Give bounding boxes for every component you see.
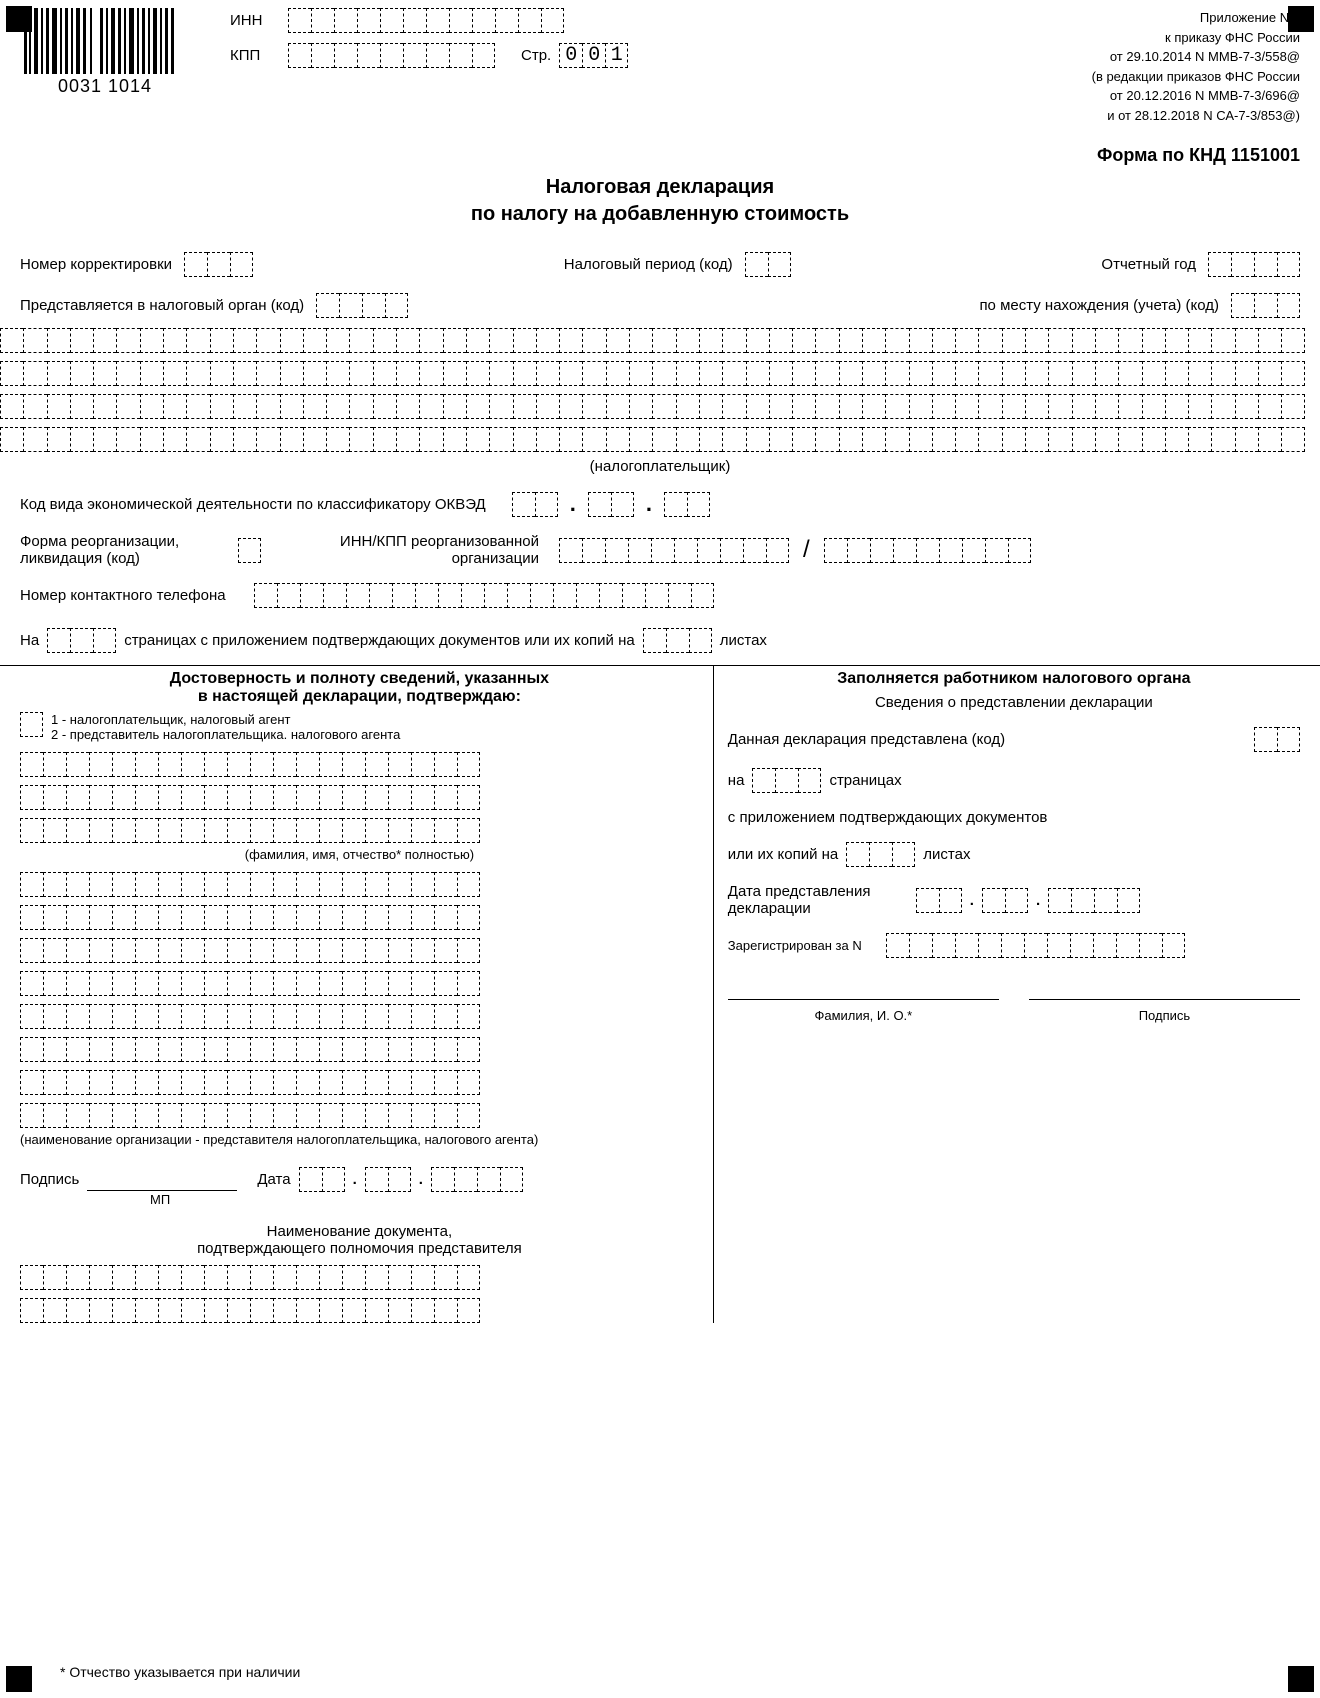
- office-label: Представляется в налоговый орган (код): [20, 297, 304, 314]
- page-cells: 0 0 1: [559, 43, 628, 68]
- barcode: 0031 1014: [20, 8, 190, 97]
- year-label: Отчетный год: [1101, 256, 1196, 273]
- okved-cells[interactable]: [512, 492, 558, 517]
- period-label: Налоговый период (код): [564, 256, 733, 273]
- barcode-number: 0031 1014: [20, 76, 190, 97]
- org-note: (наименование организации - представител…: [20, 1132, 699, 1147]
- doc-rows[interactable]: [20, 1265, 699, 1323]
- office-cells[interactable]: [316, 293, 408, 318]
- period-cells[interactable]: [745, 252, 791, 277]
- kpp-label: КПП: [230, 47, 280, 64]
- pages-cells[interactable]: [47, 628, 116, 653]
- corr-cells[interactable]: [184, 252, 253, 277]
- page-label: Стр.: [521, 47, 551, 64]
- left-title: Достоверность и полноту сведений, указан…: [20, 670, 699, 706]
- sign-line[interactable]: [87, 1169, 237, 1191]
- reorg-inn[interactable]: [559, 538, 789, 563]
- phone-cells[interactable]: [254, 583, 714, 608]
- fio-line[interactable]: [728, 978, 999, 1000]
- reorg-code[interactable]: [238, 538, 261, 563]
- sheets-cells[interactable]: [643, 628, 712, 653]
- signer-type[interactable]: [20, 712, 43, 737]
- header-notes: Приложение N 1 к приказу ФНС России от 2…: [1092, 8, 1300, 125]
- corr-label: Номер корректировки: [20, 256, 172, 273]
- okved-label: Код вида экономической деятельности по к…: [20, 496, 486, 513]
- location-cells[interactable]: [1231, 293, 1300, 318]
- fio-note: (фамилия, имя, отчество* полностью): [20, 847, 699, 862]
- reg-n-cells[interactable]: [886, 933, 1185, 958]
- kpp-cells[interactable]: [288, 43, 495, 68]
- year-cells[interactable]: [1208, 252, 1300, 277]
- name-rows[interactable]: [0, 328, 1320, 452]
- reorg-label: Форма реорганизации,: [20, 533, 230, 550]
- taxpayer-note: (налогоплательщик): [20, 458, 1300, 475]
- fio-rows[interactable]: [20, 752, 699, 843]
- reorg-kpp[interactable]: [824, 538, 1031, 563]
- footnote: * Отчество указывается при наличии: [60, 1664, 300, 1680]
- declaration-title: Налоговая декларация по налогу на добавл…: [20, 174, 1300, 228]
- phone-label: Номер контактного телефона: [20, 587, 226, 604]
- right-title: Заполняется работником налогового органа: [728, 670, 1300, 688]
- location-label: по месту нахождения (учета) (код): [979, 297, 1219, 314]
- inn-cells[interactable]: [288, 8, 564, 33]
- inn-label: ИНН: [230, 12, 280, 29]
- doc-name-label: Наименование документа,подтверждающего п…: [20, 1223, 699, 1257]
- sign-line-right[interactable]: [1029, 978, 1300, 1000]
- org-rows[interactable]: [20, 872, 699, 1128]
- submit-code[interactable]: [1254, 727, 1300, 752]
- form-knd: Форма по КНД 1151001: [20, 145, 1300, 166]
- reorg-inn-kpp-label: ИНН/КПП реорганизованной: [299, 533, 539, 550]
